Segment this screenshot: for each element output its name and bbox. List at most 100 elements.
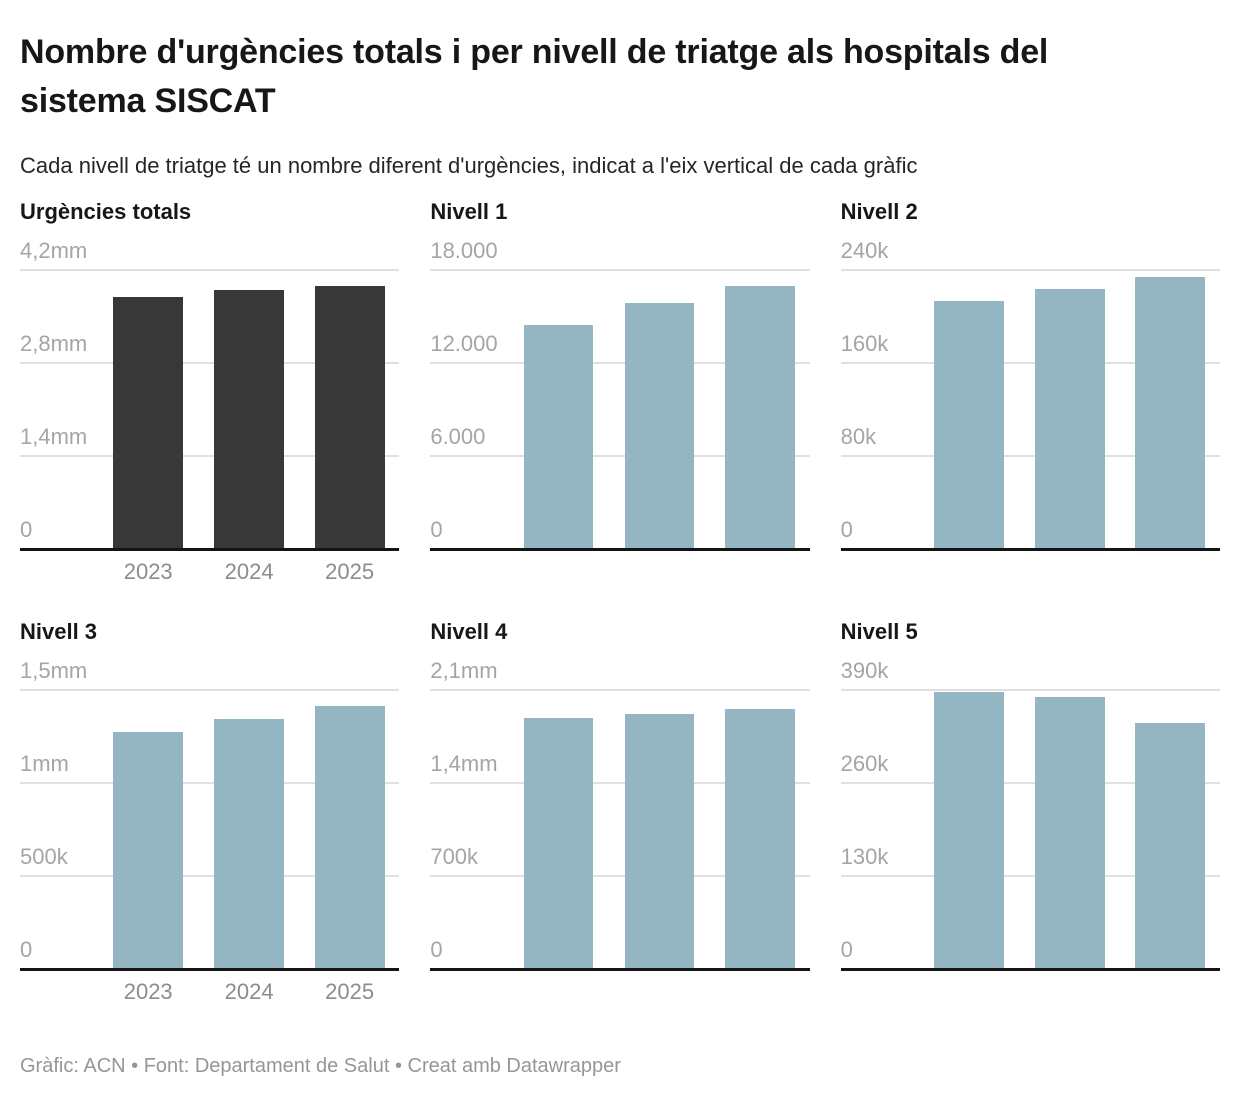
bar-2024 [214,718,284,968]
y-tick-label: 1,4mm [430,750,498,776]
chart-footer: Gràfic: ACN • Font: Departament de Salut… [20,1054,621,1077]
bar-2023 [933,691,1004,968]
x-axis-line [430,967,810,971]
page-title: Nombre d'urgències totals i per nivell d… [20,33,1049,121]
x-tick-label: 2025 [325,978,375,1004]
x-tick-label: 2025 [325,558,375,584]
x-axis-labels [430,548,809,590]
chart-title: Nivell 5 [840,618,918,644]
x-tick-label: 2023 [123,978,173,1004]
gridline [20,781,400,784]
y-tick-label: 130k [840,843,889,869]
chart-panel-nivell-5: Nivell 5 390k 260k 130k 0 [840,618,1220,1010]
x-axis-labels: 2023 2024 2025 [20,968,399,1010]
y-tick-label: 6.000 [430,423,486,449]
chart-panel-nivell-1: Nivell 1 18.000 12.000 6.000 0 [430,198,810,590]
chart-title: Nivell 3 [20,618,98,644]
y-tick-label: 160k [840,330,889,356]
bar-2024 [1034,697,1105,968]
gridline [430,688,810,691]
x-axis-labels [430,968,809,1010]
bar-2024 [624,303,695,548]
y-tick-label: 1mm [20,750,69,776]
y-tick-label: 80k [840,423,877,449]
gridline [430,454,810,457]
bar-2024 [214,290,284,548]
x-axis-labels [841,968,1220,1010]
y-tick-label: 2,8mm [20,330,88,356]
gridline [840,454,1220,457]
x-axis-line [20,967,400,971]
y-tick-label: 240k [840,237,889,263]
y-tick-label: 1,5mm [20,657,88,683]
bar-2023 [523,324,594,548]
y-tick-label: 4,2mm [20,237,88,263]
gridline [840,688,1220,691]
y-tick-label: 700k [430,843,479,869]
chart-plot: 240k 160k 80k 0 [840,239,1220,551]
x-tick-label: 2023 [123,558,173,584]
bar-2024 [1034,288,1105,548]
y-tick-label: 1,4mm [20,423,88,449]
y-tick-label: 2,1mm [430,657,498,683]
y-tick-label: 12.000 [430,330,498,356]
y-tick-label: 0 [840,516,853,542]
chart-title: Nivell 2 [840,198,918,224]
chart-panel-nivell-3: Nivell 3 1,5mm 1mm 500k 0 2023 2024 2025 [20,618,400,1010]
y-tick-label: 18.000 [430,237,498,263]
bar-2025 [725,708,795,968]
chart-panel-nivell-2: Nivell 2 240k 160k 80k 0 [840,198,1220,590]
gridline [840,361,1220,364]
bar-2025 [725,285,795,548]
gridline [20,361,400,364]
gridline [430,874,810,877]
gridline [430,781,810,784]
gridline [20,454,400,457]
bar-2025 [314,285,385,548]
gridline [20,874,400,877]
chart-panel-nivell-4: Nivell 4 2,1mm 1,4mm 700k 0 [430,618,810,1010]
x-axis-line [840,547,1220,551]
x-axis-labels [841,548,1220,590]
y-tick-label: 390k [840,657,889,683]
x-axis-line [20,547,400,551]
y-tick-label: 0 [20,516,33,542]
charts-grid: Urgències totals 4,2mm 2,8mm 1,4mm 0 2023 2024… [20,198,1220,1010]
bar-2023 [933,301,1004,548]
x-axis-line [430,547,810,551]
chart-plot: 390k 260k 130k 0 [840,659,1220,971]
chart-plot: 18.000 12.000 6.000 0 [430,239,810,551]
bar-2025 [1135,723,1206,968]
bar-2023 [523,718,594,968]
chart-title: Urgències totals [20,198,192,224]
chart-plot: 4,2mm 2,8mm 1,4mm 0 [20,239,400,551]
y-tick-label: 0 [20,936,33,962]
gridline [430,361,810,364]
chart-plot: 2,1mm 1,4mm 700k 0 [430,659,810,971]
x-axis-line [840,967,1220,971]
bar-2023 [113,296,184,548]
bar-2023 [113,731,184,968]
y-tick-label: 500k [20,843,68,869]
x-tick-label: 2024 [224,978,274,1004]
gridline [20,268,400,271]
chart-title: Nivell 1 [430,198,508,224]
gridline [840,268,1220,271]
y-tick-label: 0 [840,936,853,962]
x-tick-label: 2024 [224,558,274,584]
chart-title: Nivell 4 [430,618,508,644]
x-axis-labels: 2023 2024 2025 [20,548,399,590]
y-tick-label: 260k [840,750,889,776]
bar-2025 [1135,277,1206,548]
y-tick-label: 0 [430,516,443,542]
bar-2024 [624,714,695,968]
page-subtitle: Cada nivell de triatge té un nombre dife… [20,152,918,178]
chart-panel-urgencies-totals: Urgències totals 4,2mm 2,8mm 1,4mm 0 2023 2024… [20,198,400,590]
bar-2025 [314,705,385,968]
gridline [20,688,400,691]
gridline [840,781,1220,784]
gridline [840,874,1220,877]
y-tick-label: 0 [430,936,443,962]
gridline [430,268,810,271]
